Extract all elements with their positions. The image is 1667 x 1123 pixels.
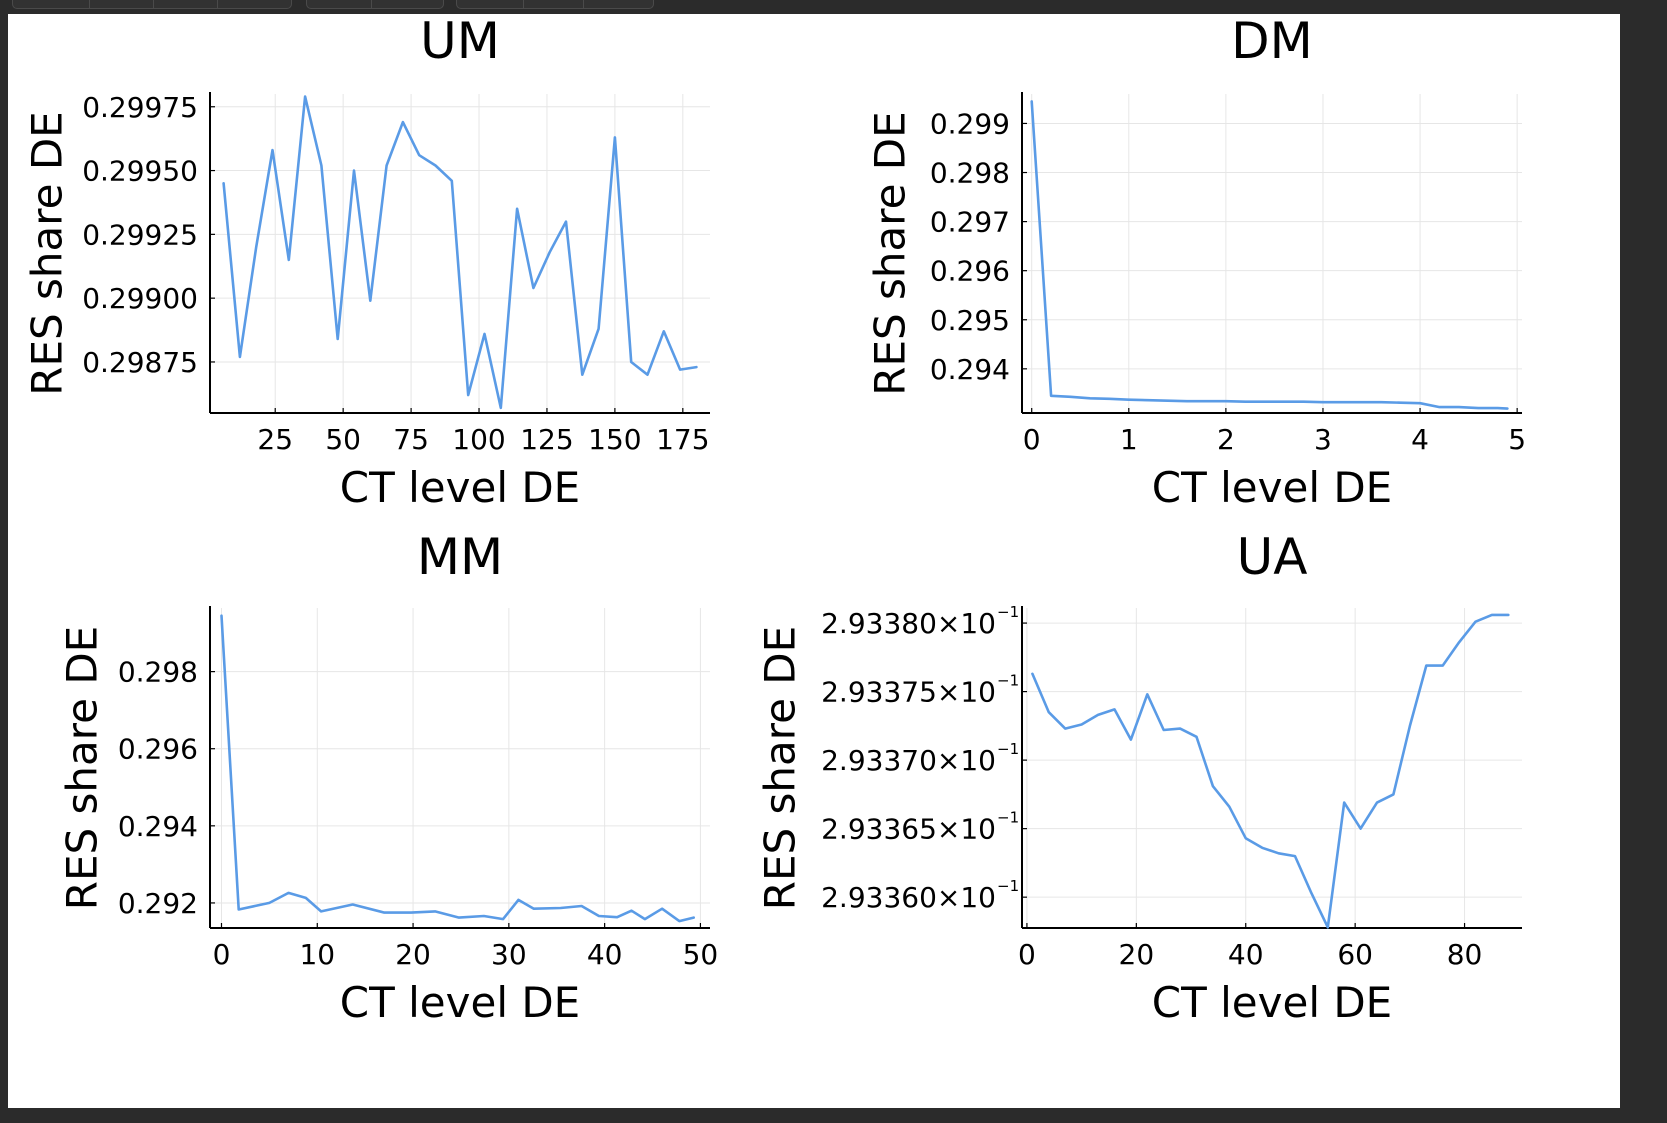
subplot-grid: 25 50 75 100 125 150 1750.298750.299000.299250…: [23, 14, 1527, 1027]
x-tick-label: 4: [1411, 423, 1429, 456]
x-tick-label: 100: [452, 423, 505, 456]
y-tick-exponent: −1: [997, 603, 1019, 621]
subplot-title: DM: [1231, 14, 1313, 70]
tab-divider: [153, 0, 154, 8]
y-tick-label: 0.295: [930, 304, 1010, 337]
x-tick-label: 0: [1023, 423, 1041, 456]
y-tick-label: 0.296: [930, 255, 1010, 288]
y-tick-label: 0.29950: [82, 155, 198, 188]
plot-canvas: 25 50 75 100 125 150 175 0.29875 0.29900 0.29925 0…: [8, 14, 1620, 1108]
x-axis-label: CT level DE: [1152, 463, 1392, 512]
y-tick-label: 0.298: [930, 157, 1010, 190]
x-tick-label: 60: [1337, 938, 1373, 971]
y-axis-label: RES share DE: [756, 626, 805, 910]
x-tick-label: 75: [393, 423, 429, 456]
x-tick-label: 0: [213, 938, 231, 971]
y-tick-label: 0.296: [118, 733, 198, 766]
right-margin: [1622, 14, 1667, 1108]
y-tick-exponent: −1: [997, 809, 1019, 827]
subplot-title: MM: [417, 528, 503, 586]
toolbar-tab-group-1[interactable]: [12, 0, 292, 9]
x-tick-label: 40: [587, 938, 623, 971]
x-tick-label: 10: [299, 938, 335, 971]
y-axis-label: RES share DE: [23, 111, 72, 395]
y-tick-label: 0.29925: [82, 218, 198, 251]
x-tick-label: 0: [1018, 938, 1036, 971]
tab-divider: [217, 0, 218, 8]
y-tick-label: 0.298: [118, 656, 198, 689]
y-axis-label: RES share DE: [58, 626, 107, 910]
x-axis-label: CT level DE: [340, 463, 580, 512]
series-line: [1031, 613, 1510, 929]
window-top-bar: [0, 0, 1667, 14]
x-tick-label: 5: [1508, 423, 1526, 456]
y-tick-label: 0.29875: [82, 346, 198, 379]
y-tick-label: 2.93365×10: [821, 813, 996, 846]
toolbar-tab-group-3[interactable]: [456, 0, 654, 9]
tab-divider: [523, 0, 524, 8]
x-tick-label: 50: [683, 938, 719, 971]
y-tick-label: 2.93380×10: [821, 607, 996, 640]
subplot-title: UM: [420, 14, 500, 70]
x-tick-label: 2: [1217, 423, 1235, 456]
y-tick-label: 0.299: [930, 107, 1010, 140]
series-line: [1030, 100, 1509, 410]
tab-divider: [371, 0, 372, 8]
y-tick-label: 0.294: [118, 810, 198, 843]
y-tick-exponent: −1: [997, 877, 1019, 895]
tab-divider: [89, 0, 90, 8]
tab-divider: [583, 0, 584, 8]
x-tick-label: 3: [1314, 423, 1332, 456]
x-tick-label: 30: [491, 938, 527, 971]
x-tick-label: 50: [325, 423, 361, 456]
y-tick-label: 2.93360×10: [821, 881, 996, 914]
x-tick-label: 20: [395, 938, 431, 971]
y-tick-label: 2.93370×10: [821, 744, 996, 777]
series-line: [222, 95, 698, 410]
x-tick-label: 40: [1228, 938, 1264, 971]
x-tick-label: 125: [520, 423, 573, 456]
subplot-title: UA: [1237, 528, 1308, 586]
x-axis-label: CT level DE: [1152, 978, 1392, 1027]
y-tick-label: 0.292: [118, 887, 198, 920]
y-tick-label: 0.29975: [82, 91, 198, 124]
x-axis-label: CT level DE: [340, 978, 580, 1027]
y-tick-label: 0.294: [930, 353, 1010, 386]
x-tick-label: 20: [1119, 938, 1155, 971]
y-tick-exponent: −1: [997, 672, 1019, 690]
x-tick-label: 150: [588, 423, 641, 456]
y-tick-label: 2.93375×10: [821, 676, 996, 709]
x-tick-label: 1: [1120, 423, 1138, 456]
x-tick-label: 25: [257, 423, 293, 456]
y-tick-label: 0.297: [930, 206, 1010, 239]
y-tick-exponent: −1: [997, 740, 1019, 758]
series-line: [220, 614, 696, 923]
y-tick-label: 0.29900: [82, 282, 198, 315]
x-tick-label: 80: [1447, 938, 1483, 971]
y-axis-label: RES share DE: [866, 111, 915, 395]
x-tick-label: 175: [656, 423, 709, 456]
toolbar-tab-group-2[interactable]: [306, 0, 444, 9]
